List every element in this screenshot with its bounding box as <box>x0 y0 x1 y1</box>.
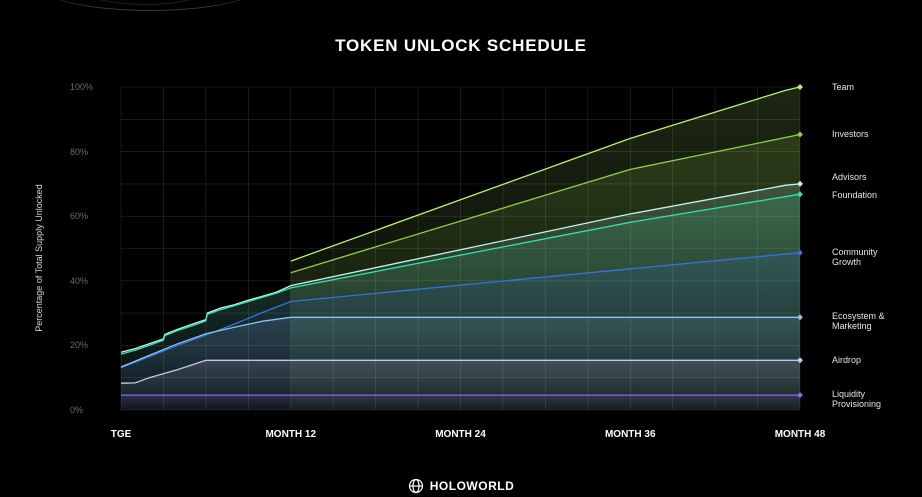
series-fill <box>121 395 800 410</box>
series-end-marker <box>797 357 803 364</box>
x-tick-label: MONTH 24 <box>435 429 486 440</box>
series-end-marker <box>797 249 803 256</box>
series-end-marker <box>797 191 803 198</box>
legend-label: Airdrop <box>832 355 862 366</box>
x-tick-label: MONTH 12 <box>265 429 317 440</box>
brand-footer: HOLOWORLD <box>0 478 922 494</box>
holoworld-logo-icon <box>408 478 423 494</box>
series-line <box>120 316 800 368</box>
series-line <box>120 183 801 353</box>
series-end-marker <box>797 314 803 321</box>
legend-label: Liquidity Provisioning <box>832 389 882 410</box>
series-line <box>120 359 800 384</box>
series-line <box>120 193 801 355</box>
x-tick-label: TGE <box>110 429 132 440</box>
series-fills <box>121 87 800 410</box>
series-end-marker <box>797 131 803 138</box>
x-tick-label: MONTH 48 <box>774 429 826 440</box>
series-lines <box>120 86 801 396</box>
series-line <box>290 86 801 262</box>
brand-name: HOLOWORLD <box>429 479 515 493</box>
legend-label: Ecosystem & Marketing <box>832 311 885 332</box>
decorative-arc <box>40 0 260 11</box>
y-tick-label: 100% <box>70 82 94 92</box>
legend-label: Foundation <box>832 190 878 201</box>
x-tick-label: MONTH 36 <box>604 429 656 440</box>
series-end-marker <box>797 180 803 187</box>
series-end-marker <box>797 84 803 90</box>
y-tick-label: 20% <box>70 340 89 351</box>
legend-label: Advisors <box>832 171 867 182</box>
legend-label: Community Growth <box>832 246 878 267</box>
legend-label: Investors <box>832 129 869 140</box>
chart-title: TOKEN UNLOCK SCHEDULE <box>335 36 587 55</box>
series-line <box>120 252 801 369</box>
series-markers <box>797 84 803 399</box>
y-tick-label: 80% <box>70 146 89 157</box>
y-tick-label: 40% <box>70 275 89 286</box>
series-end-marker <box>797 392 803 399</box>
legend-label: Team <box>832 82 855 92</box>
y-tick-label: 0% <box>70 405 84 415</box>
y-tick-label: 60% <box>70 211 89 222</box>
decorative-arc-inner <box>70 0 220 5</box>
series-line <box>290 133 801 274</box>
